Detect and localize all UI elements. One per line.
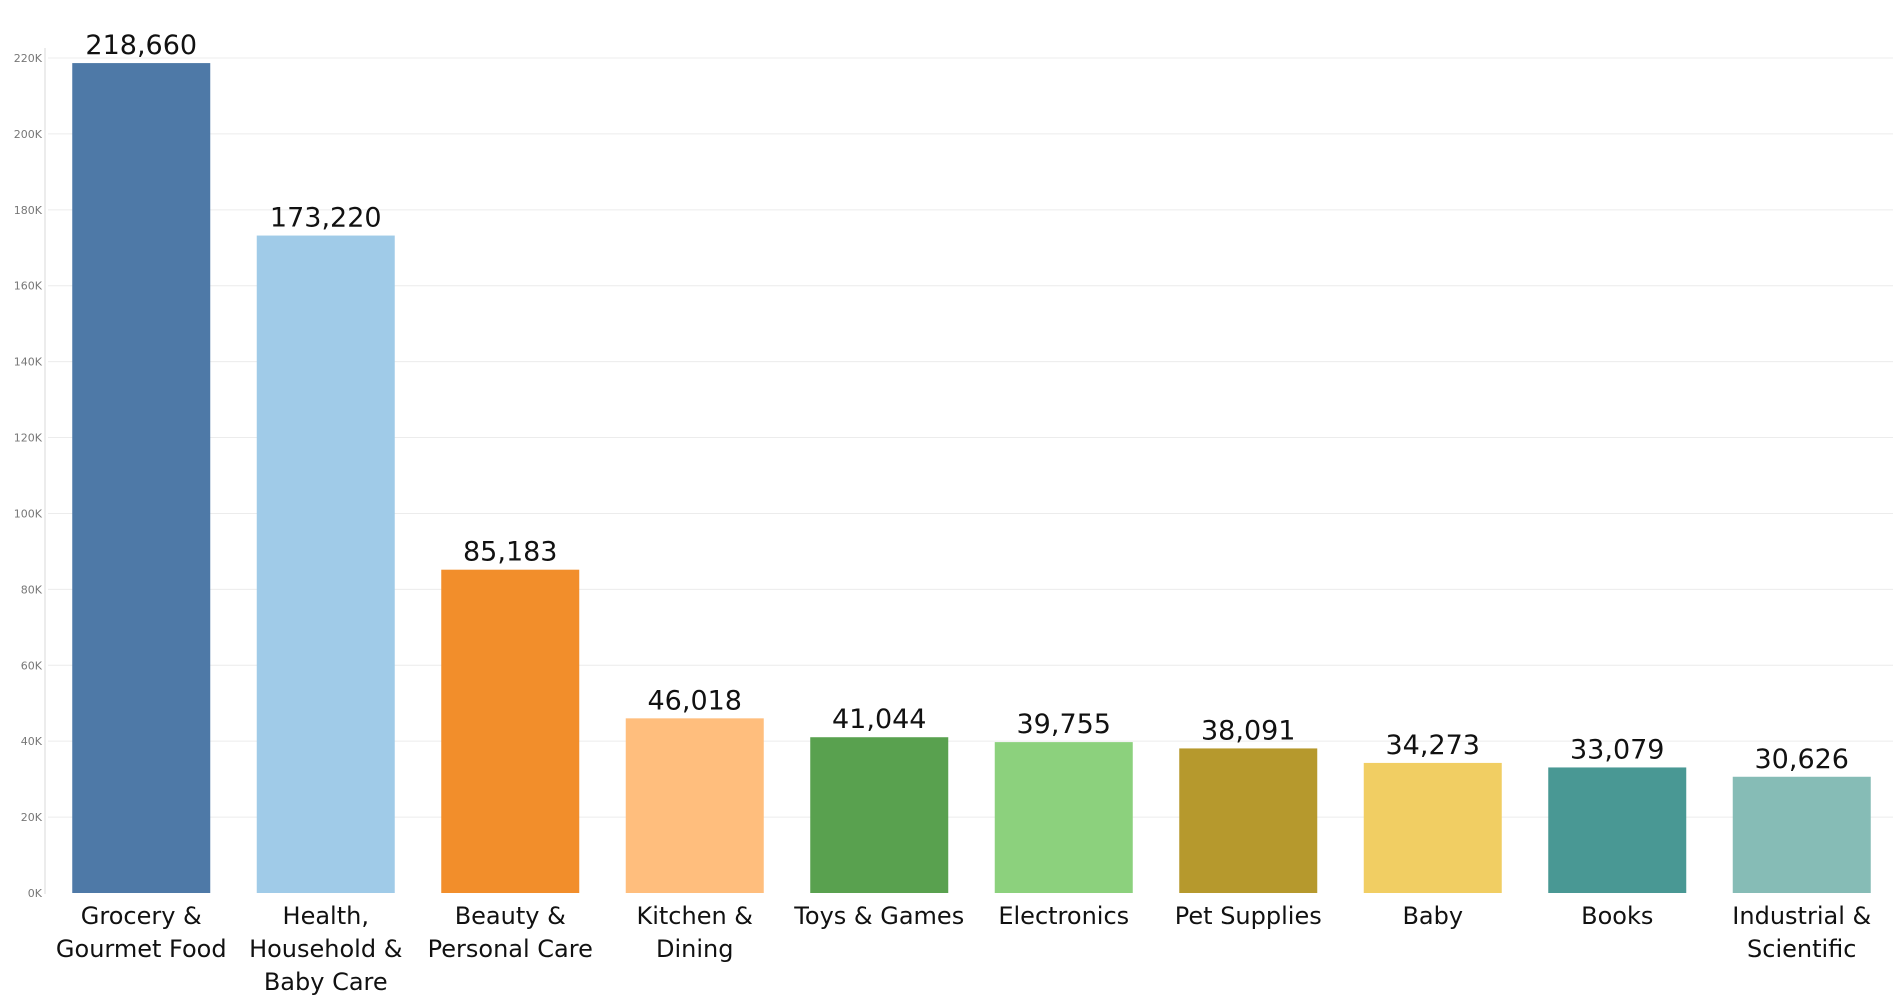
x-tick-label-line: Gourmet Food	[56, 935, 227, 963]
x-tick-label: Pet Supplies	[1175, 902, 1322, 930]
bar	[441, 569, 580, 893]
x-axis-labels: Grocery & Gourmet Food Health, Household & B…	[56, 902, 1871, 996]
bar	[1548, 767, 1687, 893]
y-tick-label: 40K	[21, 735, 43, 748]
x-tick-label-line: Grocery &	[81, 902, 202, 930]
x-tick-label-line: Toys & Games	[793, 902, 964, 930]
data-label: 46,018	[648, 685, 742, 716]
bar	[1732, 776, 1871, 893]
x-tick-label: Electronics	[998, 902, 1129, 930]
data-label: 218,660	[85, 30, 197, 61]
data-label: 39,755	[1017, 709, 1111, 740]
bar	[1179, 748, 1318, 893]
x-tick-label: Books	[1581, 902, 1653, 930]
x-tick-label: Beauty & Personal Care	[428, 902, 593, 963]
y-tick-label: 60K	[21, 659, 43, 672]
data-label: 41,044	[832, 704, 926, 735]
data-labels: 218,660 173,220 85,183 46,018 41,044 39,755 38…	[85, 30, 1849, 775]
x-tick-label: Kitchen & Dining	[636, 902, 753, 963]
y-tick-label: 200K	[14, 128, 43, 141]
x-tick-label-line: Books	[1581, 902, 1653, 930]
x-tick-label: Health, Household & Baby Care	[249, 902, 402, 996]
bar	[1363, 762, 1502, 893]
data-label: 33,079	[1570, 734, 1664, 765]
x-tick-label: Toys & Games	[793, 902, 964, 930]
bar	[994, 742, 1133, 893]
x-tick-label-line: Kitchen &	[636, 902, 753, 930]
x-tick-label-line: Industrial &	[1732, 902, 1871, 930]
x-tick-label-line: Electronics	[998, 902, 1129, 930]
x-tick-label-line: Health,	[283, 902, 369, 930]
y-tick-label: 160K	[14, 280, 43, 293]
x-tick-label: Baby	[1402, 902, 1463, 930]
x-tick-label: Industrial & Scientific	[1732, 902, 1871, 963]
data-label: 173,220	[270, 203, 382, 234]
bar	[72, 63, 211, 893]
x-tick-label: Grocery & Gourmet Food	[56, 902, 227, 963]
y-tick-label: 220K	[14, 52, 43, 65]
bar	[625, 718, 764, 893]
x-tick-label-line: Baby	[1402, 902, 1463, 930]
x-tick-label-line: Beauty &	[455, 902, 566, 930]
bar	[810, 737, 949, 893]
data-label: 34,273	[1386, 730, 1480, 761]
y-tick-label: 20K	[21, 811, 43, 824]
data-label: 38,091	[1201, 715, 1295, 746]
y-tick-label: 180K	[14, 204, 43, 217]
data-label: 85,183	[463, 537, 557, 568]
x-tick-label-line: Scientific	[1747, 935, 1856, 963]
x-tick-label-line: Dining	[656, 935, 733, 963]
y-tick-label: 100K	[14, 507, 43, 520]
y-tick-label: 140K	[14, 356, 43, 369]
y-tick-label: 80K	[21, 583, 43, 596]
data-label: 30,626	[1755, 744, 1849, 775]
bars	[72, 63, 1871, 893]
x-tick-label-line: Pet Supplies	[1175, 902, 1322, 930]
y-tick-label: 0K	[28, 887, 43, 900]
bar	[256, 235, 395, 893]
y-tick-label: 120K	[14, 432, 43, 445]
y-axis-ticks: 0K 20K 40K 60K 80K 100K 120K 140K 160K 180K 200K 22…	[14, 52, 43, 900]
x-tick-label-line: Household &	[249, 935, 402, 963]
x-tick-label-line: Baby Care	[264, 968, 388, 996]
x-tick-label-line: Personal Care	[428, 935, 593, 963]
